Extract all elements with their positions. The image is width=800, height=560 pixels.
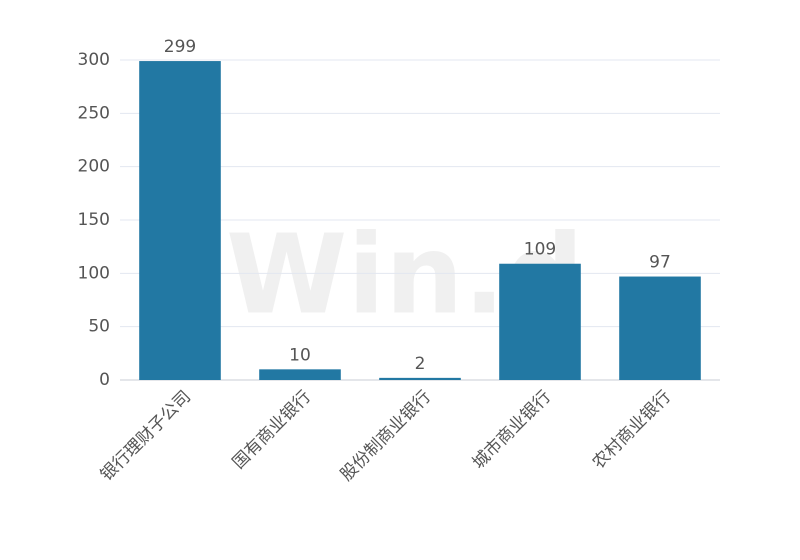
data-label: 109 bbox=[524, 240, 556, 260]
x-tick-label: 股份制商业银行 bbox=[337, 387, 435, 485]
y-tick-label: 50 bbox=[88, 317, 110, 337]
bar bbox=[379, 377, 461, 380]
y-tick-label: 0 bbox=[99, 370, 110, 390]
y-tick-label: 200 bbox=[78, 157, 110, 177]
y-tick-label: 150 bbox=[78, 210, 110, 230]
data-label: 97 bbox=[649, 253, 671, 273]
data-label: 10 bbox=[289, 345, 311, 365]
y-tick-label: 300 bbox=[78, 50, 110, 70]
x-tick-label: 国有商业银行 bbox=[229, 387, 315, 473]
x-tick-label: 城市商业银行 bbox=[469, 387, 555, 473]
bar bbox=[499, 263, 581, 380]
y-tick-label: 100 bbox=[78, 263, 110, 283]
bar bbox=[619, 276, 701, 380]
data-label: 299 bbox=[164, 37, 196, 57]
x-tick-label: 农村商业银行 bbox=[589, 387, 675, 473]
bar bbox=[259, 369, 341, 380]
bar bbox=[139, 61, 221, 381]
x-tick-label: 银行理财子公司 bbox=[97, 387, 195, 485]
data-label: 2 bbox=[415, 354, 426, 374]
y-tick-label: 250 bbox=[78, 103, 110, 123]
